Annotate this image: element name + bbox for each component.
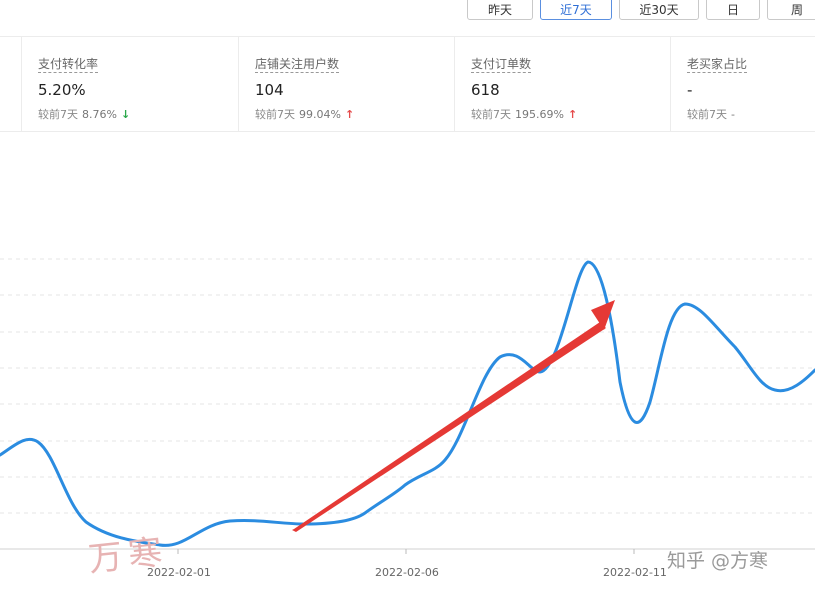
metric-card-followers[interactable]: 店铺关注用户数 104 较前7天 99.04% ↑ xyxy=(238,37,454,131)
zhihu-watermark: 知乎 @方寒 xyxy=(667,550,769,572)
metric-name: 老买家占比 xyxy=(687,57,748,73)
metric-card-conversion[interactable]: 支付转化率 5.20% 较前7天 8.76% ↓ xyxy=(21,37,238,131)
compare-percent: 99.04% xyxy=(299,107,341,121)
compare-percent: 8.76% xyxy=(82,107,117,121)
compare-percent: 195.69% xyxy=(515,107,564,121)
signature-watermark: 万寒 xyxy=(86,531,171,581)
range-30days-button[interactable]: 近30天 xyxy=(619,0,699,20)
annotation-arrow xyxy=(292,300,615,532)
trend-chart: 2022-02-01 2022-02-06 2022-02-11 xyxy=(0,132,815,592)
metric-value: 104 xyxy=(255,81,284,99)
metrics-strip: 支付转化率 5.20% 较前7天 8.76% ↓ 店铺关注用户数 104 较前7… xyxy=(0,36,815,132)
arrow-up-icon: ↑ xyxy=(567,107,578,121)
compare-percent: - xyxy=(731,107,735,121)
x-tick-label: 2022-02-11 xyxy=(603,566,667,579)
range-7days-button[interactable]: 近7天 xyxy=(540,0,612,20)
x-tick-label: 2022-02-06 xyxy=(375,566,439,579)
metric-value: 5.20% xyxy=(38,81,86,99)
metric-name: 支付转化率 xyxy=(38,57,99,73)
metric-compare: 较前7天 - xyxy=(687,106,815,122)
arrow-down-icon: ↓ xyxy=(120,107,131,121)
metric-compare: 较前7天 99.04% ↑ xyxy=(255,106,454,122)
metric-card-orders[interactable]: 支付订单数 618 较前7天 195.69% ↑ xyxy=(454,37,670,131)
metric-card-partial xyxy=(0,37,21,131)
grid-lines xyxy=(0,258,815,514)
trend-chart-svg: 2022-02-01 2022-02-06 2022-02-11 xyxy=(0,258,815,579)
metric-compare: 较前7天 8.76% ↓ xyxy=(38,106,238,122)
arrow-up-icon: ↑ xyxy=(344,107,355,121)
metric-name: 支付订单数 xyxy=(471,57,532,73)
metric-name: 店铺关注用户数 xyxy=(255,57,340,73)
metric-value: - xyxy=(687,81,693,99)
compare-label: 较前7天 xyxy=(255,108,295,121)
metric-value: 618 xyxy=(471,81,500,99)
compare-label: 较前7天 xyxy=(38,108,78,121)
x-tick-label: 2022-02-01 xyxy=(147,566,211,579)
series-line xyxy=(0,260,815,547)
range-day-button[interactable]: 日 xyxy=(706,0,760,20)
metric-card-returning-buyers[interactable]: 老买家占比 - 较前7天 - xyxy=(670,37,815,131)
compare-label: 较前7天 xyxy=(471,108,511,121)
range-yesterday-button[interactable]: 昨天 xyxy=(467,0,533,20)
range-week-button[interactable]: 周 xyxy=(767,0,815,20)
compare-label: 较前7天 xyxy=(687,108,727,121)
time-range-selector: 昨天 近7天 近30天 日 周 xyxy=(467,0,815,20)
metric-compare: 较前7天 195.69% ↑ xyxy=(471,106,670,122)
